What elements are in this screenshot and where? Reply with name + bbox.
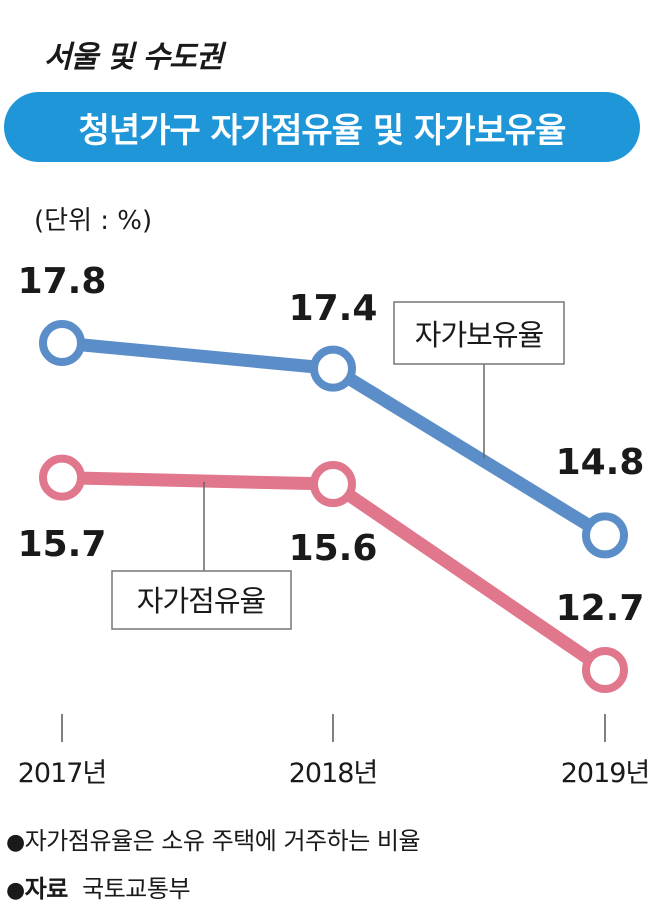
data-value-label: 15.7 xyxy=(18,524,107,565)
data-point xyxy=(39,454,85,501)
data-point xyxy=(310,345,356,392)
data-value-label: 17.8 xyxy=(18,261,107,302)
bullet-icon: ● xyxy=(6,878,25,903)
data-value-label: 15.6 xyxy=(289,528,378,569)
series-name-label: 자가보유율 xyxy=(415,318,544,352)
chart-title: 청년가구 자가점유율 및 자가보유율 xyxy=(78,110,567,151)
series-callout-box xyxy=(111,570,292,630)
data-value-label: 17.4 xyxy=(289,288,378,329)
source-text: 국토교통부 xyxy=(82,875,191,903)
source-label: 자료 xyxy=(24,875,69,903)
footnotes: ●자가점유율은 소유 주택에 거주하는 비율 ●자료 국토교통부 xyxy=(6,818,421,914)
data-value-label: 12.7 xyxy=(556,588,645,629)
data-point xyxy=(39,320,85,366)
series-name-label: 자가점유율 xyxy=(137,584,266,618)
x-tick-label: 2019년 xyxy=(561,758,650,789)
data-point xyxy=(582,647,628,693)
data-value-label: 14.8 xyxy=(556,442,645,483)
footnote-definition: ●자가점유율은 소유 주택에 거주하는 비율 xyxy=(6,818,421,866)
x-tick-label: 2017년 xyxy=(18,758,107,789)
series-callout-box xyxy=(393,301,565,365)
chart-title-banner: 청년가구 자가점유율 및 자가보유율 xyxy=(4,92,640,162)
chart-subtitle: 서울 및 수도권 xyxy=(44,40,223,75)
footnote-source: ●자료 국토교통부 xyxy=(6,866,420,914)
unit-label: (단위 : %) xyxy=(34,206,153,236)
definition-text: 자가점유율은 소유 주택에 거주하는 비율 xyxy=(24,827,421,855)
data-point xyxy=(310,461,356,508)
x-tick-label: 2018년 xyxy=(289,758,378,789)
bullet-icon: ● xyxy=(6,830,25,855)
data-point xyxy=(582,512,628,559)
